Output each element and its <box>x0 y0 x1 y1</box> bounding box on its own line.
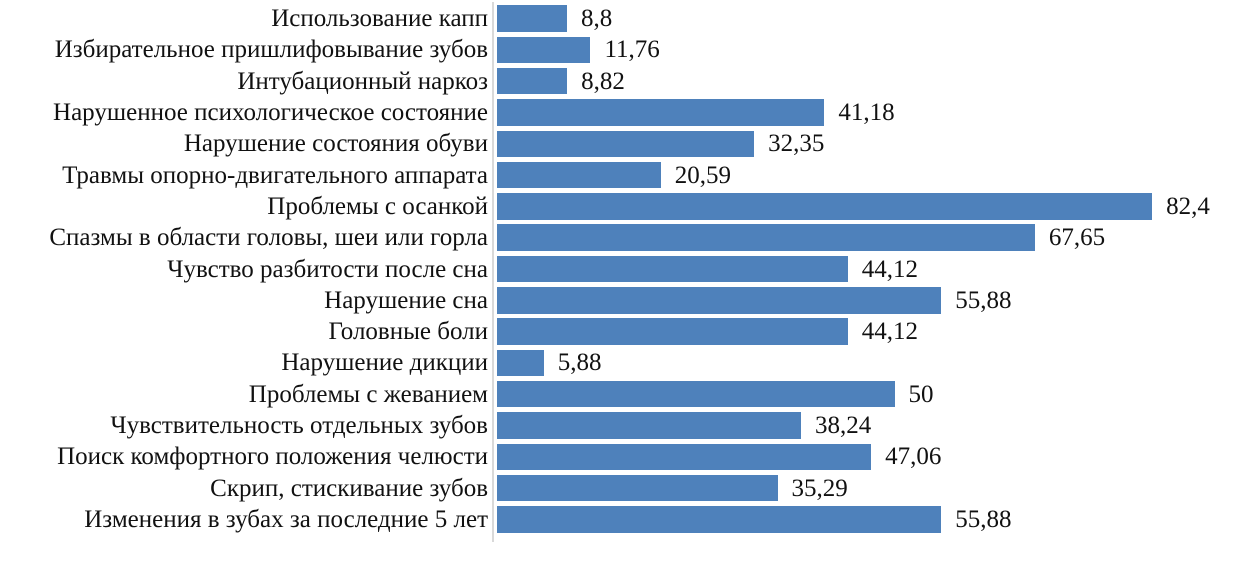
value-label: 38,24 <box>815 412 872 439</box>
chart-row: Изменения в зубах за последние 5 лет 55,… <box>0 504 1243 535</box>
bar <box>497 443 872 471</box>
chart-row: Поиск комфортного положения челюсти 47,0… <box>0 441 1243 472</box>
category-label-cell: Головные боли <box>0 319 488 344</box>
value-label: 67,65 <box>1048 224 1106 252</box>
category-label-cell: Спазмы в области головы, шеи или горла <box>0 225 488 250</box>
value-label: 41,18 <box>838 99 895 127</box>
chart-rows: Использование капп 8,8 Избирательное при… <box>0 3 1243 535</box>
bar <box>497 349 544 377</box>
category-label: Изменения в зубах за последние 5 лет <box>84 505 488 533</box>
category-label-cell: Нарушение дикции <box>0 350 488 375</box>
category-label-cell: Чувство разбитости после сна <box>0 257 488 282</box>
category-label: Чувство разбитости после сна <box>167 255 488 283</box>
category-label-cell: Травмы опорно-двигательного аппарата <box>0 163 488 188</box>
chart-row: Нарушение состояния обуви 32,35 <box>0 128 1243 159</box>
category-label-cell: Изменения в зубах за последние 5 лет <box>0 507 488 532</box>
bar <box>497 67 568 95</box>
bar <box>497 287 942 314</box>
category-label: Головные боли <box>328 318 488 346</box>
category-axis-line <box>492 2 494 542</box>
category-label: Проблемы с осанкой <box>267 192 488 220</box>
bar <box>497 255 848 283</box>
category-label-cell: Нарушение сна <box>0 288 488 313</box>
category-label: Нарушение дикции <box>281 349 488 377</box>
chart-row: Травмы опорно-двигательного аппарата 20,… <box>0 159 1243 190</box>
value-label: 20,59 <box>674 161 731 189</box>
value-label: 55,88 <box>955 286 1012 314</box>
value-label: 50 <box>908 380 934 408</box>
category-label: Нарушенное психологическое состояние <box>53 99 488 127</box>
chart-row: Нарушение сна 55,88 <box>0 285 1243 316</box>
value-label: 55,88 <box>955 505 1012 533</box>
category-label-cell: Проблемы с жеванием <box>0 382 488 407</box>
chart-row: Чувствительность отдельных зубов 38,24 <box>0 410 1243 441</box>
category-label: Травмы опорно-двигательного аппарата <box>62 161 488 189</box>
bar <box>497 412 801 439</box>
bar <box>497 380 895 408</box>
category-label-cell: Проблемы с осанкой <box>0 194 488 219</box>
category-label-cell: Скрип, стискивание зубов <box>0 476 488 501</box>
value-label: 47,06 <box>885 443 942 471</box>
value-label: 5,88 <box>557 349 602 377</box>
category-label: Использование капп <box>271 5 488 33</box>
bar <box>497 474 778 502</box>
value-label: 8,82 <box>581 67 625 95</box>
category-label: Чувствительность отдельных зубов <box>110 412 488 439</box>
bar <box>497 318 848 345</box>
chart-row: Проблемы с осанкой 82,4 <box>0 191 1243 222</box>
category-label-cell: Избирательное пришлифовывание зубов <box>0 37 488 62</box>
category-label-cell: Поиск комфортного положения челюсти <box>0 444 488 469</box>
chart-row: Проблемы с жеванием 50 <box>0 379 1243 410</box>
bar <box>497 5 567 32</box>
bar <box>497 36 591 64</box>
value-label: 11,76 <box>604 36 660 64</box>
bar <box>497 193 1153 220</box>
category-label: Поиск комфортного положения челюсти <box>57 443 488 471</box>
chart-row: Чувство разбитости после сна 44,12 <box>0 253 1243 284</box>
category-label: Скрип, стискивание зубов <box>210 474 488 502</box>
category-label-cell: Чувствительность отдельных зубов <box>0 413 488 438</box>
category-label-cell: Нарушение состояния обуви <box>0 131 488 156</box>
category-label: Интубационный наркоз <box>237 67 488 95</box>
category-label: Спазмы в области головы, шеи или горла <box>49 224 488 252</box>
chart-row: Избирательное пришлифовывание зубов 11,7… <box>0 34 1243 65</box>
chart-row: Скрип, стискивание зубов 35,29 <box>0 472 1243 503</box>
chart-row: Использование капп 8,8 <box>0 3 1243 34</box>
bar <box>497 99 825 126</box>
value-label: 32,35 <box>768 130 825 158</box>
value-label: 44,12 <box>861 318 918 346</box>
category-label: Избирательное пришлифовывание зубов <box>54 36 488 64</box>
category-label-cell: Использование капп <box>0 6 488 31</box>
bar <box>497 506 942 533</box>
category-label-cell: Нарушенное психологическое состояние <box>0 100 488 125</box>
bar <box>497 161 661 189</box>
bar <box>497 224 1035 251</box>
value-label: 35,29 <box>791 474 848 502</box>
chart-row: Интубационный наркоз 8,82 <box>0 66 1243 97</box>
category-label-cell: Интубационный наркоз <box>0 69 488 94</box>
chart-row: Спазмы в области головы, шеи или горла 6… <box>0 222 1243 253</box>
value-label: 44,12 <box>861 255 918 283</box>
chart-row: Нарушение дикции 5,88 <box>0 347 1243 378</box>
value-label: 8,8 <box>580 5 613 33</box>
value-label: 82,4 <box>1166 192 1210 220</box>
category-label: Нарушение сна <box>324 286 488 314</box>
category-label: Проблемы с жеванием <box>248 380 488 408</box>
chart-row: Нарушенное психологическое состояние 41,… <box>0 97 1243 128</box>
bar <box>497 130 755 158</box>
chart-row: Головные боли 44,12 <box>0 316 1243 347</box>
category-label: Нарушение состояния обуви <box>183 130 488 158</box>
